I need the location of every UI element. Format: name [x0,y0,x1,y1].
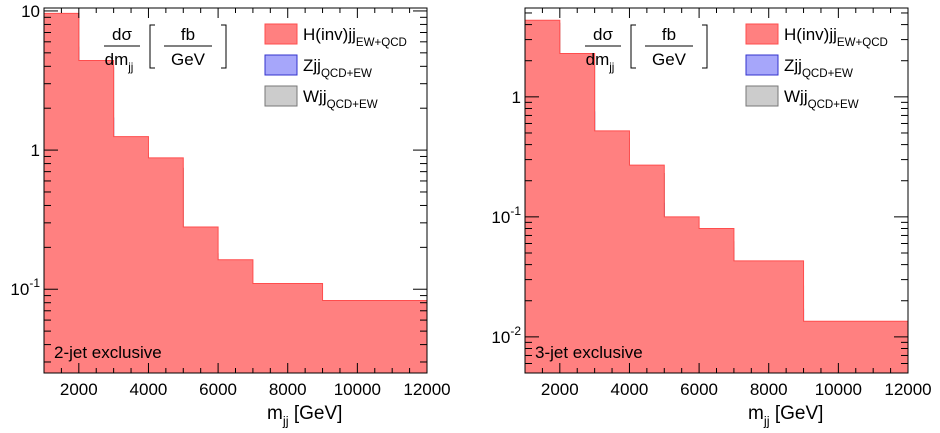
panel-annotation: 3-jet exclusive [535,343,643,362]
y-tick-exponent: -1 [29,276,40,290]
left-bracket [149,24,155,69]
y-tick-base: 10 [21,2,40,21]
legend-label-hinvjj-sub: EW+QCD [356,37,407,49]
x-tick-label: 8000 [269,380,307,399]
legend-label-wjj: WjjQCD+EW [303,87,378,111]
x-axis-title-tail: [GeV] [770,403,824,424]
legend-label-wjj-main: Wjj [303,87,327,106]
plot-area [525,19,908,373]
y-tick-label: 1 [512,88,521,107]
y-quantity-denominator: dmjj [586,50,615,74]
legend-label-wjj-sub: QCD+EW [327,99,378,111]
y-quantity-label: dσ dmjj fb GeV [585,24,708,74]
x-tick-label: 12000 [403,380,450,399]
right-bracket [221,24,227,69]
legend-label-zjj: ZjjQCD+EW [303,56,372,80]
unit-numerator: fb [662,25,676,44]
x-tick-label: 6000 [680,380,718,399]
legend-swatch-hinvjj [745,23,779,45]
y-quantity-numerator: dσ [112,25,132,44]
y-tick-label: 10 [21,2,40,21]
legend-label-zjj-sub: QCD+EW [802,68,853,80]
series-hinvjj-edge [44,12,427,301]
panel-annotation: 2-jet exclusive [54,343,162,362]
legend-label-hinvjj-sub: EW+QCD [837,37,888,49]
y-tick-base: 1 [31,141,40,160]
legend-label-hinvjj-main: H(inv)jj [784,25,837,44]
series-hinvjj-area [44,13,427,373]
y-tick-base: 1 [512,88,521,107]
unit-numerator: fb [181,25,195,44]
legend-label-wjj: WjjQCD+EW [784,87,859,111]
legend-swatch-zjj [745,54,779,76]
legend-label-zjj-main: Zjj [303,56,321,75]
legend-swatch-wjj [264,85,298,107]
x-tick-label: 10000 [815,380,862,399]
legend-label-zjj: ZjjQCD+EW [784,56,853,80]
legend-label-wjj-sub: QCD+EW [808,99,859,111]
x-axis-title-sub: jj [282,414,289,429]
x-axis-title-main: m [267,403,283,424]
legend-label-hinvjj: H(inv)jjEW+QCD [784,25,888,49]
x-tick-label: 2000 [60,380,98,399]
legend-label-zjj-main: Zjj [784,56,802,75]
y-quantity-numerator: dσ [593,25,613,44]
left-bracket [630,24,636,69]
unit-denominator: GeV [652,50,687,69]
right-bracket [702,24,708,69]
y-quantity-label: dσ dmjj fb GeV [104,24,227,74]
x-tick-label: 4000 [130,380,168,399]
x-tick-label: 6000 [199,380,237,399]
x-axis-title: mjj [GeV] [748,403,823,429]
series-hinvjj-area [525,20,908,373]
x-axis-title-tail: [GeV] [289,403,343,424]
y-quantity-denominator-main: dm [586,50,610,69]
legend-label-zjj-sub: QCD+EW [321,68,372,80]
series-hinvjj-edge [525,19,908,322]
y-quantity-denominator-sub: jj [127,62,133,74]
x-axis-title: mjj [GeV] [267,403,342,429]
legend-swatch-zjj [264,54,298,76]
y-tick-exponent: -1 [510,204,521,218]
x-tick-label: 4000 [611,380,649,399]
y-tick-base: 10 [491,328,510,347]
y-tick-label: 10-1 [10,276,40,299]
y-tick-exponent: -2 [510,324,521,338]
legend-label-hinvjj: H(inv)jjEW+QCD [303,25,407,49]
y-quantity-denominator-sub: jj [608,62,614,74]
x-tick-label: 2000 [541,380,579,399]
y-tick-base: 10 [491,208,510,227]
x-axis-title-main: m [748,403,764,424]
y-quantity-denominator: dmjj [105,50,134,74]
x-axis-title-sub: jj [763,414,770,429]
x-tick-label: 10000 [334,380,381,399]
legend-swatch-hinvjj [264,23,298,45]
y-tick-base: 10 [10,280,29,299]
plot-area [44,12,427,373]
y-tick-label: 1 [31,141,40,160]
y-tick-label: 10-2 [491,324,521,347]
y-quantity-denominator-main: dm [105,50,129,69]
legend-swatch-wjj [745,85,779,107]
legend-label-hinvjj-main: H(inv)jj [303,25,356,44]
y-tick-label: 10-1 [491,204,521,227]
x-tick-label: 12000 [884,380,931,399]
x-tick-label: 8000 [750,380,788,399]
unit-denominator: GeV [171,50,206,69]
legend-label-wjj-main: Wjj [784,87,808,106]
